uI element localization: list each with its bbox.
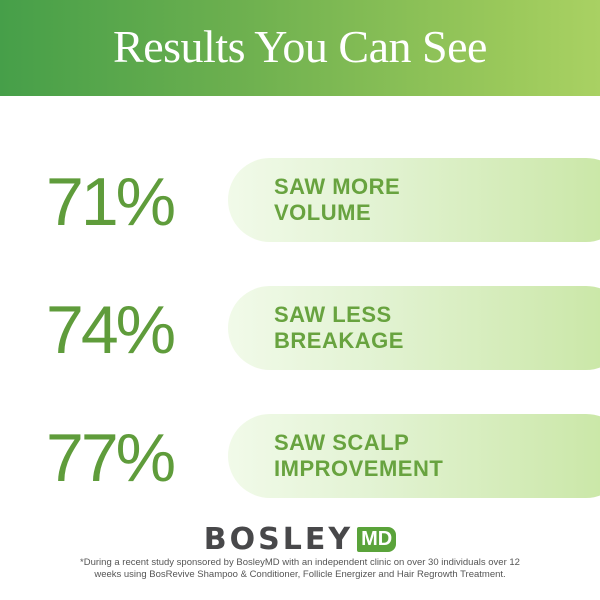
brand-logo: BOSLEY MD: [0, 522, 600, 557]
stat-percent: 71%: [46, 164, 176, 240]
stat-percent: 77%: [46, 420, 176, 496]
label-line2: IMPROVEMENT: [274, 456, 444, 481]
label-line1: SAW LESS: [274, 302, 392, 327]
label-line1: SAW MORE: [274, 174, 401, 199]
stat-percent: 74%: [46, 292, 176, 368]
footnote: *During a recent study sponsored by Bosl…: [0, 557, 600, 581]
page-title: Results You Can See: [113, 20, 487, 72]
stat-label: SAW SCALP IMPROVEMENT: [274, 430, 443, 482]
label-line2: BREAKAGE: [274, 328, 404, 353]
footnote-line2: weeks using BosRevive Shampoo & Conditio…: [94, 569, 506, 580]
stat-pill: [228, 286, 600, 370]
label-line1: SAW SCALP: [274, 430, 410, 455]
header-banner: Results You Can See: [0, 0, 600, 96]
stat-breakage: 74% SAW LESS BREAKAGE: [0, 286, 600, 370]
logo-md-badge: MD: [357, 527, 397, 552]
stat-volume: 71% SAW MORE VOLUME: [0, 158, 600, 242]
footnote-line1: *During a recent study sponsored by Bosl…: [80, 557, 520, 568]
stat-pill: [228, 414, 600, 498]
stat-label: SAW MORE VOLUME: [274, 174, 400, 226]
stat-pill: [228, 158, 600, 242]
label-line2: VOLUME: [274, 200, 372, 225]
stat-label: SAW LESS BREAKAGE: [274, 302, 404, 354]
stat-scalp: 77% SAW SCALP IMPROVEMENT: [0, 414, 600, 498]
logo-wordmark: BOSLEY: [203, 522, 354, 557]
